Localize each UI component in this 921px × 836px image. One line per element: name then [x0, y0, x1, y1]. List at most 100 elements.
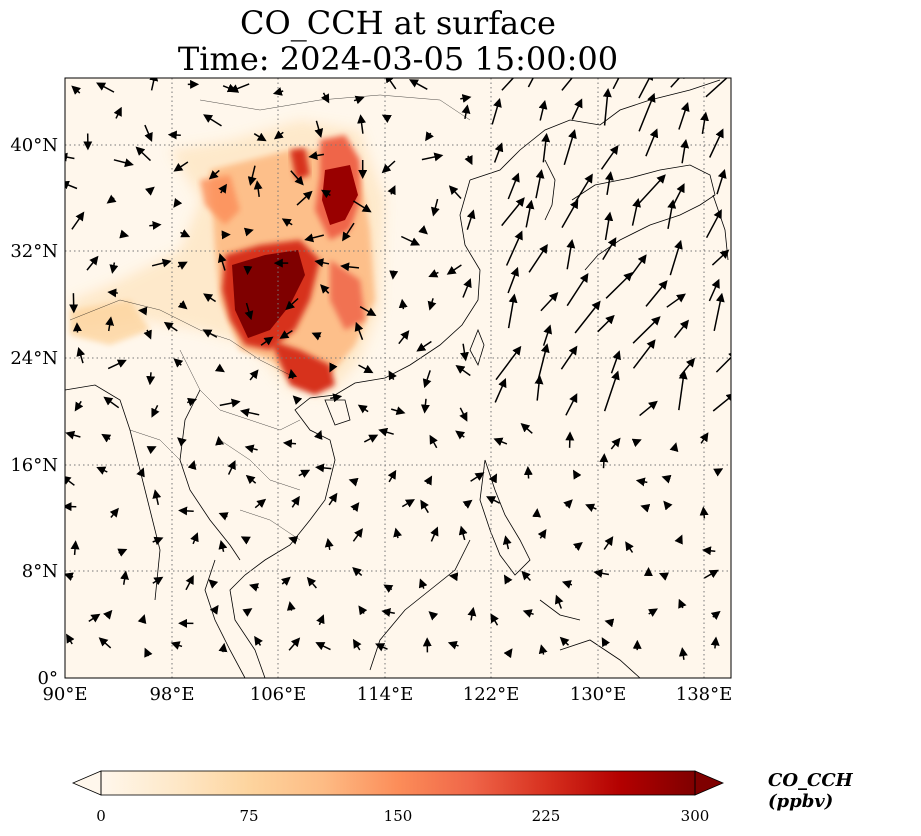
wind-arrow: [638, 92, 656, 132]
wind-arrow: [566, 238, 576, 270]
wind-arrow: [173, 358, 184, 368]
wind-arrow: [600, 145, 619, 170]
wind-arrow: [427, 298, 437, 311]
wind-arrow: [177, 300, 188, 310]
wind-arrow: [106, 194, 117, 204]
wind-arrow: [401, 499, 415, 508]
wind-arrow: [678, 598, 687, 609]
wind-arrow: [670, 78, 687, 88]
wind-arrow: [352, 567, 363, 577]
wind-arrow: [423, 475, 433, 486]
wind-arrow: [429, 434, 438, 449]
wind-arrow: [460, 94, 472, 103]
wind-arrow: [358, 364, 374, 374]
wind-arrow: [152, 489, 162, 506]
wind-arrow: [680, 138, 690, 164]
wind-arrow: [151, 404, 160, 418]
wind-arrow: [428, 269, 439, 278]
wind-arrow: [296, 190, 313, 206]
wind-arrow: [144, 124, 153, 142]
wind-arrow: [103, 396, 120, 409]
wind-arrow: [563, 499, 573, 509]
wind-arrow: [173, 198, 183, 208]
wind-arrow: [65, 430, 81, 440]
wind-arrow: [422, 370, 432, 389]
wind-arrow: [560, 345, 578, 370]
wind-arrow: [466, 209, 476, 230]
wind-arrow: [537, 343, 550, 380]
wind-arrow: [540, 292, 559, 312]
wind-arrow: [538, 644, 548, 655]
wind-arrow: [243, 227, 254, 237]
wind-arrow: [699, 506, 709, 519]
wind-arrow: [507, 293, 518, 329]
wind-arrow: [502, 535, 512, 550]
lat-tick: 40°N: [10, 135, 58, 156]
wind-arrow: [304, 233, 324, 243]
wind-arrow: [669, 442, 679, 453]
wind-arrow: [86, 255, 99, 271]
wind-arrow: [554, 594, 564, 609]
wind-arrow: [715, 350, 731, 373]
wind-arrow: [285, 297, 299, 311]
wind-arrow: [632, 316, 661, 344]
wind-arrow: [494, 378, 507, 403]
wind-arrow: [537, 528, 547, 539]
wind-arrow: [311, 332, 322, 341]
wind-arrow: [461, 104, 471, 120]
wind-arrow: [340, 262, 360, 272]
wind-arrow: [535, 169, 545, 199]
wind-arrow: [593, 568, 610, 578]
wind-arrow: [603, 370, 620, 412]
wind-arrow: [107, 359, 127, 370]
country-borders: [69, 94, 471, 541]
wind-arrow: [254, 635, 263, 646]
wind-arrow: [288, 535, 299, 545]
colorbar-tick: 300: [681, 807, 710, 825]
colorbar-label: CO_CCH (ppbv): [768, 770, 853, 812]
wind-arrow: [635, 477, 648, 487]
wind-arrow: [279, 329, 293, 339]
wind-arrow: [647, 608, 658, 617]
wind-arrow: [610, 350, 621, 374]
lon-tick: 114°E: [357, 684, 414, 705]
wind-arrow: [227, 460, 236, 475]
wind-arrow: [149, 78, 159, 91]
wind-arrow: [711, 249, 730, 266]
wind-arrow: [187, 460, 197, 471]
wind-arrow: [661, 474, 672, 484]
wind-arrow: [330, 393, 343, 403]
wind-arrow: [393, 527, 402, 539]
wind-arrow: [488, 473, 498, 484]
wind-arrow: [208, 579, 219, 589]
wind-arrow: [185, 574, 194, 591]
wind-arrow: [239, 408, 260, 417]
wind-arrow: [378, 427, 394, 437]
wind-arrow: [324, 537, 334, 551]
wind-arrow: [253, 132, 267, 142]
wind-arrow: [640, 503, 651, 513]
lon-tick: 138°E: [676, 684, 733, 705]
wind-arrow: [705, 209, 722, 239]
wind-arrow: [203, 114, 222, 127]
wind-arrow: [119, 229, 130, 239]
lon-tick: 122°E: [463, 684, 520, 705]
wind-arrow: [381, 114, 392, 123]
wind-arrow: [249, 369, 259, 381]
wind-arrow: [315, 463, 332, 473]
wind-arrow: [388, 370, 397, 381]
wind-arrow: [149, 220, 162, 230]
wind-arrow: [708, 278, 720, 302]
wind-arrow: [152, 536, 164, 546]
wind-arrow: [281, 218, 293, 227]
lon-tick: 98°E: [149, 684, 194, 705]
lon-tick: 90°E: [42, 684, 87, 705]
wind-arrow: [604, 171, 614, 196]
wind-arrow: [610, 437, 621, 450]
wind-arrow: [329, 362, 338, 373]
wind-arrow: [631, 438, 642, 448]
wind-arrow: [103, 609, 113, 620]
wind-arrow: [70, 540, 80, 555]
wind-arrow: [389, 270, 399, 280]
map-title: CO_CCH at surface: [240, 4, 556, 42]
